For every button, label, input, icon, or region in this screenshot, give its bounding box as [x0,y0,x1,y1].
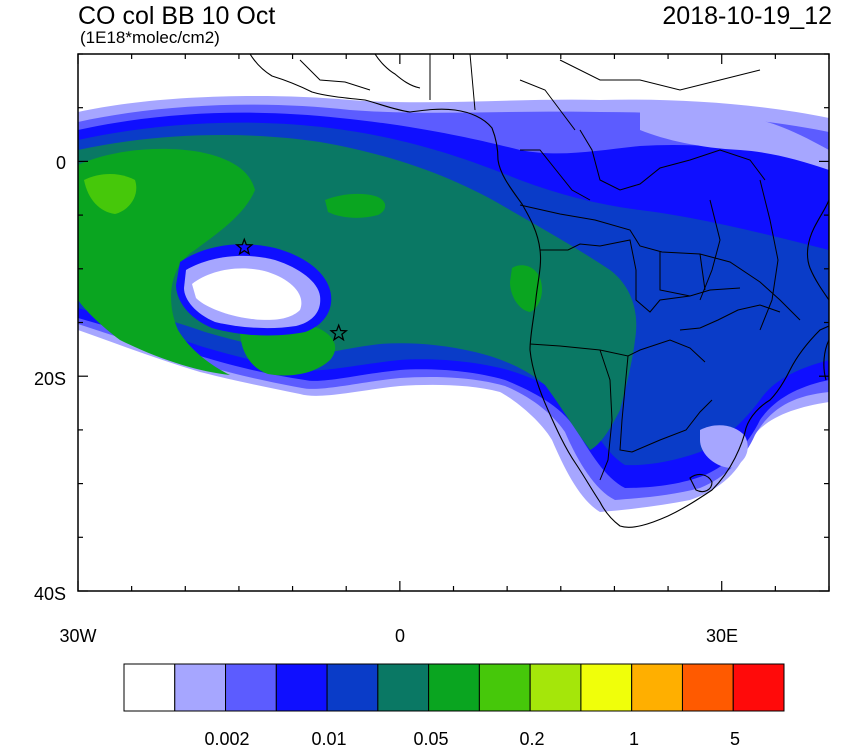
colorbar-swatch [377,663,430,712]
axis-ticks [77,53,830,592]
x-tick-label: 30W [59,626,96,646]
markers [234,237,349,342]
colorbar-label: 0.05 [413,729,448,747]
border-8 [520,149,591,201]
coast-north [374,54,421,89]
y-tick-label: 40S [34,584,66,604]
map-datetime: 2018-10-19_12 [662,2,832,30]
colorbar-swatch [174,663,227,712]
star-marker [234,237,254,256]
plume-band-green-angola [510,265,542,312]
coast-east-africa [806,199,829,301]
coastlines [249,54,829,528]
colorbar-swatch [428,663,480,712]
plume-cavity-white [192,268,302,320]
border-11 [699,179,779,331]
border-3 [529,339,706,363]
coast-central-africa [497,159,829,528]
border-2 [540,239,741,313]
border-1 [519,204,801,321]
colorbar-label: 0.01 [311,729,346,747]
colorbar-label: 5 [730,729,740,747]
map-units: (1E18*molec/cm2) [80,28,220,47]
colorbar-swatch [326,663,379,712]
colorbar-swatch [732,663,785,712]
y-tick-label: 20S [34,369,66,389]
colorbar-swatch [275,663,328,712]
colorbar-swatch [631,663,683,712]
x-tick-label: 30E [706,626,738,646]
plume-band-lime-west [84,174,137,214]
map-title: CO col BB 10 Oct [78,2,276,30]
y-tick-label: 0 [56,153,66,173]
plume-band-green-north [325,193,386,218]
colorbar-label: 0.2 [519,729,544,747]
border-5 [599,349,613,481]
country-borders [299,54,801,481]
border-9 [429,54,576,131]
co-plume [78,96,829,512]
colorbar-swatch [225,663,277,712]
colorbar-swatch [478,663,531,712]
colorbar-label: 1 [629,729,639,747]
plume-clear-east [640,110,829,170]
colorbar-label: 0.002 [204,729,249,747]
border-7 [579,129,766,191]
colorbar-swatch [681,663,734,712]
colorbar [123,663,785,712]
colorbar-swatch [123,663,176,712]
border-4 [619,355,713,453]
coast-west-africa [249,54,499,161]
border-lesotho [689,473,713,493]
x-tick-label: 0 [395,626,405,646]
border-12 [659,252,706,297]
border-6 [679,304,781,331]
border-10 [299,59,761,91]
colorbar-swatch [580,663,633,712]
star-marker [329,323,349,342]
plume-band-green-island [240,322,336,376]
colorbar-swatch [529,663,582,712]
